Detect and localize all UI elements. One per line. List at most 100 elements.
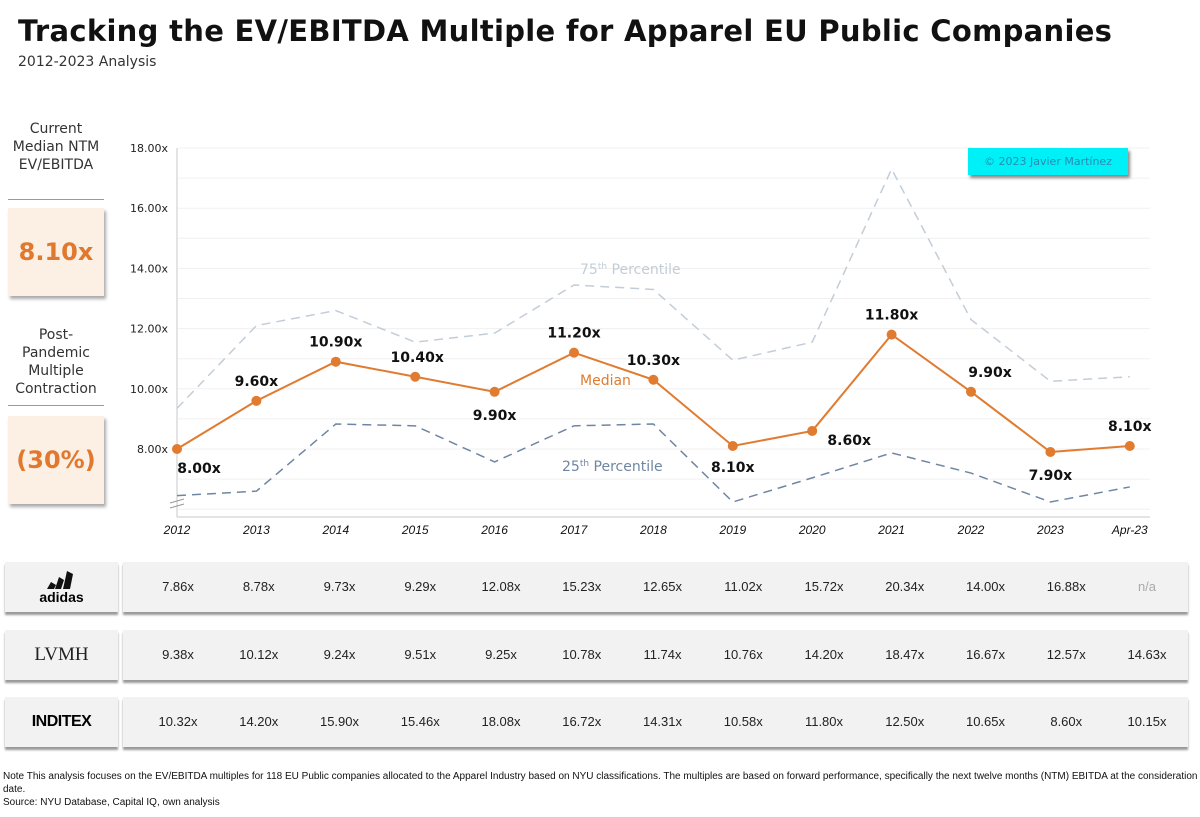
company-name: INDITEX: [31, 713, 92, 730]
median-point: [648, 374, 659, 385]
table-cell: 11.74x: [643, 647, 682, 662]
median-data-label: 8.00x: [177, 461, 221, 477]
y-tick-label: 14.00x: [130, 262, 168, 275]
source-note: Source: NYU Database, Capital IQ, own an…: [3, 797, 220, 808]
kpi-contraction-label: Post-Pandemic Multiple Contraction: [15, 327, 97, 397]
table-cell: 9.51x: [404, 647, 437, 662]
table-cell: 10.32x: [158, 714, 198, 729]
median-point: [251, 395, 262, 406]
table-cell: 18.47x: [885, 647, 925, 662]
series-label-25th-percentile: 25th Percentile: [562, 459, 663, 475]
kpi-current-median-label: Current Median NTM EV/EBITDA: [12, 121, 100, 173]
table-cell: 9.24x: [323, 647, 356, 662]
median-point: [489, 386, 500, 397]
table-cell: 10.15x: [1127, 714, 1167, 729]
y-tick-label: 8.00x: [137, 443, 168, 456]
x-tick-label: 2018: [639, 523, 667, 537]
series-label-part: 75: [580, 262, 598, 278]
median-data-label: 9.90x: [473, 408, 517, 424]
table-cell: 14.20x: [239, 714, 279, 729]
series-line-75th-percentile: [176, 167, 1130, 409]
table-cell: 10.65x: [965, 714, 1006, 729]
table-cell: 18.08x: [481, 714, 521, 729]
median-data-label: 8.10x: [711, 460, 755, 476]
table-cell: 15.72x: [804, 579, 844, 594]
median-point: [1045, 447, 1056, 458]
median-point: [1124, 440, 1135, 451]
median-data-label: 7.90x: [1029, 468, 1073, 484]
adidas-stripes-icon: [47, 571, 74, 589]
median-data-label: 10.30x: [627, 353, 680, 369]
table-cell: 10.12x: [239, 647, 279, 662]
series-label-median: Median: [580, 373, 631, 389]
median-data-label: 10.90x: [309, 335, 362, 351]
table-cell: 11.02x: [724, 579, 763, 594]
table-cell: 14.20x: [804, 647, 844, 662]
median-point: [966, 386, 976, 397]
table-cell: 10.78x: [562, 647, 602, 662]
table-cell: 12.65x: [642, 579, 683, 594]
table-cell: 9.73x: [323, 579, 356, 594]
x-tick-label: 2021: [877, 523, 905, 537]
table-cell: 12.57x: [1046, 647, 1086, 662]
x-tick-label: 2017: [560, 523, 589, 537]
table-cell: 14.31x: [642, 714, 683, 729]
median-data-label: 11.20x: [547, 326, 600, 342]
series-label-sup: th: [598, 262, 607, 272]
x-tick-label: 2022: [957, 523, 985, 537]
company-logo-inditex: INDITEX: [5, 697, 118, 747]
company-name: LVMH: [34, 644, 89, 665]
table-cell: n/a: [1137, 579, 1157, 594]
table-cell: 10.58x: [723, 714, 763, 729]
series-label-75th-percentile: 75th Percentile: [580, 262, 681, 278]
table-cell: 16.67x: [965, 647, 1006, 662]
page-subtitle: 2012-2023 Analysis: [18, 54, 157, 70]
table-cell: 8.78x: [242, 579, 275, 594]
y-tick-label: 12.00x: [130, 323, 168, 336]
ev-ebitda-line-chart: 8.00x 10.00x 12.00x 14.00x 16.00x 18.00x 2012 2…: [130, 142, 1152, 537]
x-tick-label: 2015: [401, 523, 429, 537]
x-tick-label: 2012: [163, 523, 191, 537]
median-point: [807, 425, 818, 436]
table-cell: 9.38x: [162, 647, 194, 662]
series-label-sup: th: [580, 459, 589, 469]
x-tick-label: 2019: [718, 523, 746, 537]
median-point: [410, 371, 421, 382]
median-point: [886, 329, 897, 340]
kpi-current-median-value: 8.10x: [8, 208, 104, 296]
median-data-label: 9.60x: [235, 374, 279, 390]
x-tick-label: 2016: [480, 523, 508, 537]
table-cell: 16.88x: [1046, 579, 1086, 594]
axis-break-icon: [169, 498, 185, 509]
page-title: Tracking the EV/EBITDA Multiple for Appa…: [18, 14, 1113, 48]
y-tick-label: 18.00x: [130, 142, 168, 155]
divider: [8, 199, 104, 200]
table-cell: 12.08x: [481, 579, 521, 594]
table-cell: 16.72x: [562, 714, 602, 729]
x-tick-label: 2013: [242, 523, 270, 537]
footer-note: Note This analysis focuses on the EV/EBI…: [3, 770, 1198, 809]
table-row: 10.32x 14.20x 15.90x 15.46x 18.08x 16.72x 14.3…: [123, 697, 1188, 747]
kpi-contraction-value: (30%): [8, 416, 104, 504]
x-tick-label: 2023: [1036, 523, 1064, 537]
methodology-note: Note This analysis focuses on the EV/EBI…: [3, 771, 1198, 795]
series-label-part: Percentile: [589, 459, 663, 475]
median-data-label: 9.90x: [968, 365, 1012, 381]
table-row: 7.86x 8.78x 9.73x 9.29x 12.08x 15.23x 12.65x 11…: [123, 562, 1188, 612]
median-data-label: 8.10x: [1108, 419, 1152, 435]
median-point: [172, 444, 182, 454]
table-cell: 9.25x: [485, 647, 517, 662]
median-data-label: 10.40x: [391, 350, 444, 366]
median-point: [569, 347, 579, 358]
median-point: [330, 356, 341, 367]
table-cell: 15.23x: [562, 579, 602, 594]
company-logo-adidas: adidas: [5, 562, 118, 612]
table-row: 9.38x 10.12x 9.24x 9.51x 9.25x 10.78x 11.74x 10…: [123, 630, 1188, 680]
series-line-25th-percentile: [176, 423, 1130, 503]
table-cell: 7.86x: [162, 579, 194, 594]
table-cell: 15.46x: [400, 714, 440, 729]
x-tick-label: 2014: [321, 523, 349, 537]
table-cell: 8.60x: [1050, 714, 1083, 729]
y-tick-label: 16.00x: [130, 202, 168, 215]
table-cell: 12.50x: [885, 714, 925, 729]
